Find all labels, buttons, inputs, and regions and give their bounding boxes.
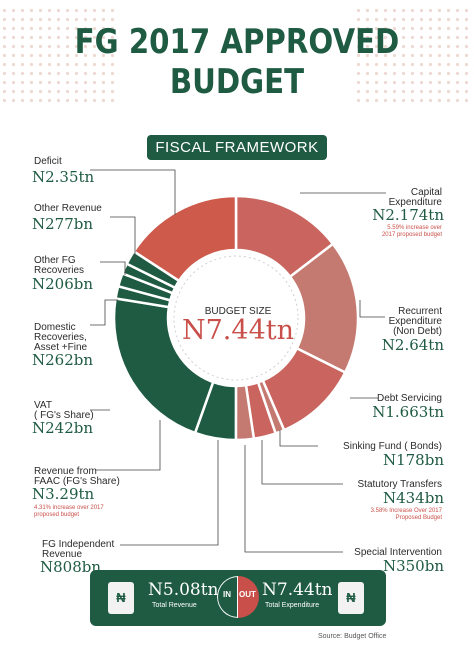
note-capital-2: 2017 proposed budget [381, 232, 442, 238]
source-note: Source: Budget Office [318, 633, 387, 640]
value-domestic: N262bn [32, 351, 94, 369]
label-faac-1: Revenue from [34, 466, 97, 477]
leader-statutory [261, 440, 343, 485]
label-statutory: Statutory Transfers [357, 479, 442, 490]
label-independent-1: FG Independent [42, 539, 115, 550]
leader-domestic [90, 299, 118, 326]
leader-independent [120, 440, 219, 546]
leader-special [244, 445, 343, 553]
label-debt: Debt Servicing [376, 393, 442, 404]
note-capital-1: 5.59% increase over [387, 225, 442, 231]
value-other-revenue: N277bn [32, 215, 94, 233]
label-capital-2: Expenditure [388, 197, 442, 208]
in-label: IN [223, 590, 231, 599]
value-deficit: N2.35tn [32, 168, 95, 186]
decorative-dots-left [0, 6, 120, 106]
label-other-fg-1: Other FG [34, 255, 76, 266]
label-domestic-3: Asset +Fine [34, 342, 88, 353]
leader-faac [95, 420, 161, 471]
note-faac-1: 4.31% increase over 2017 [34, 505, 104, 511]
label-other-fg-2: Recoveries [34, 265, 85, 276]
leader-other-revenue [110, 216, 136, 262]
label-recurrent-3: (Non Debt) [393, 326, 442, 337]
value-recurrent: N2.64tn [381, 336, 444, 354]
label-deficit: Deficit [34, 156, 62, 167]
note-statutory-2: Proposed Budget [395, 515, 442, 521]
leader-recurrent [359, 300, 385, 318]
label-recurrent-1: Recurrent [398, 306, 442, 317]
money-bag-icon-out: ₦ [338, 582, 364, 614]
label-domestic-1: Domestic [34, 322, 76, 333]
label-domestic-2: Recoveries, [34, 332, 87, 343]
label-capital-1: Capital [410, 187, 442, 198]
budget-size-label: BUDGET SIZE [204, 306, 272, 317]
label-sinking: Sinking Fund ( Bonds) [343, 441, 442, 452]
money-bag-icon: ₦ [108, 582, 134, 614]
out-label: OUT [239, 590, 256, 599]
donut-inner-ring [173, 255, 299, 381]
section-banner: FISCAL FRAMEWORK [147, 135, 327, 160]
value-other-fg: N206bn [32, 275, 94, 293]
label-vat-1: VAT [34, 400, 52, 411]
value-faac: N3.29tn [32, 485, 95, 503]
leader-deficit [90, 169, 176, 215]
decorative-dots-right [354, 6, 474, 106]
value-statutory: N434bn [382, 489, 444, 507]
value-capital: N2.174tn [372, 206, 444, 224]
page-title: FG 2017 APPROVED BUDGET [74, 22, 400, 102]
value-independent: N808bn [40, 558, 102, 576]
note-faac-2: proposed budget [34, 512, 80, 518]
label-special: Special Intervention [354, 547, 442, 558]
slice-revenue-from-faac-fg-s-share [112, 296, 215, 435]
leader-sinking [279, 430, 318, 447]
note-statutory-1: 3.58% Increase Over 2017 [370, 508, 442, 514]
value-debt: N1.663tn [372, 403, 444, 421]
label-faac-2: FAAC (FG's Share) [34, 476, 120, 487]
total-expenditure-value: N7.44tn [262, 580, 333, 600]
total-revenue-label: Total Revenue [152, 602, 197, 609]
total-revenue-value: N5.08tn [148, 580, 219, 600]
value-special: N350bn [382, 557, 444, 575]
label-independent-2: Revenue [42, 549, 83, 560]
total-expenditure-label: Total Expenditure [265, 602, 320, 609]
value-vat: N242bn [32, 419, 94, 437]
budget-size-value: N7.44tn [182, 315, 294, 346]
label-vat-2: ( FG's Share) [34, 410, 94, 421]
label-other-revenue: Other Revenue [34, 203, 102, 214]
label-recurrent-2: Expenditure [388, 316, 442, 327]
leader-other-fg [100, 261, 126, 275]
value-sinking: N178bn [382, 451, 444, 469]
slice-deficit [132, 194, 238, 283]
in-out-badge: IN OUT [217, 576, 259, 618]
